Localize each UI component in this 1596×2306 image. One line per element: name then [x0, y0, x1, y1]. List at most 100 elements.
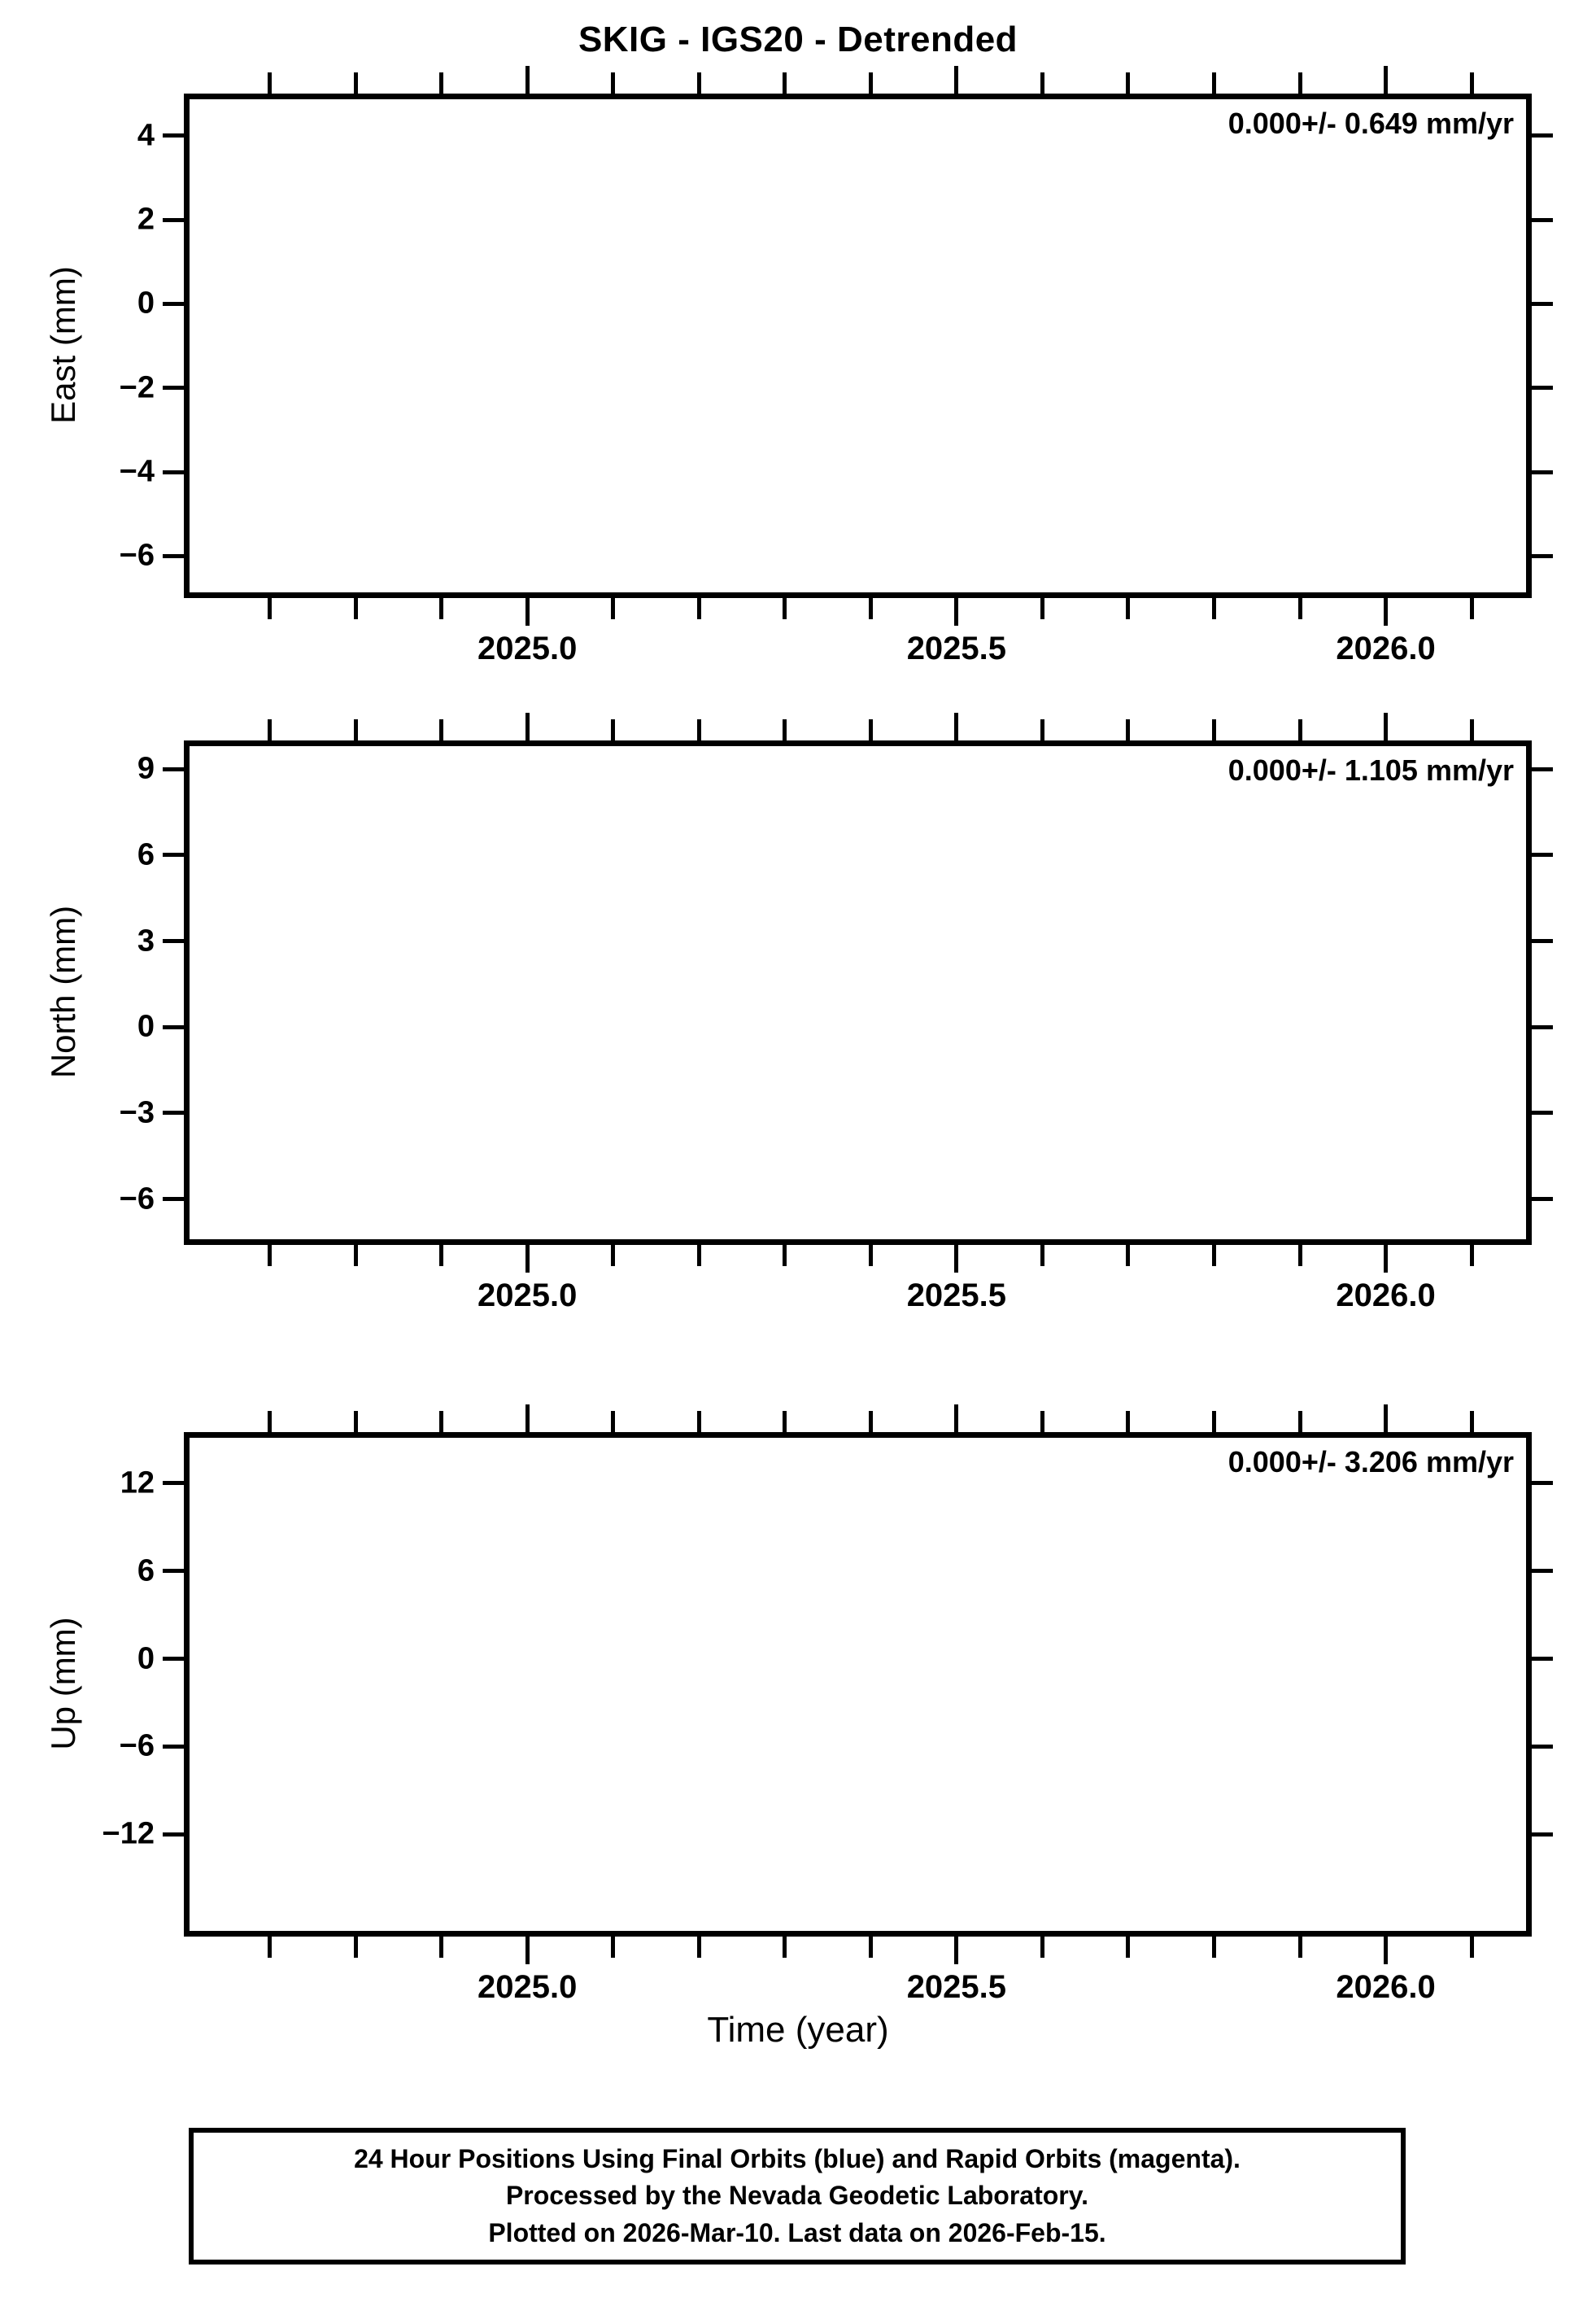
x-tick-label-east: 2025.5 [906, 631, 1007, 666]
x-tick-label-up: 2025.0 [477, 1969, 578, 2005]
y-tick-north [163, 853, 184, 858]
x-tick-major-east [954, 66, 959, 94]
x-tick-minor-up [696, 1411, 701, 1432]
x-tick-major-north [1384, 1245, 1389, 1273]
y-tick-up [1532, 1744, 1553, 1749]
y-tick-up [1532, 1657, 1553, 1662]
y-tick-label-east: 2 [137, 202, 155, 237]
x-tick-minor-up [783, 1411, 787, 1432]
y-tick-up [1532, 1569, 1553, 1574]
y-tick-up [163, 1481, 184, 1486]
page-title: SKIG - IGS20 - Detrended [578, 20, 1018, 59]
x-tick-minor-up [268, 1937, 273, 1958]
x-tick-minor-north [868, 719, 873, 740]
x-tick-minor-east [268, 598, 273, 619]
x-tick-minor-north [696, 1245, 701, 1266]
y-tick-east [1532, 217, 1553, 222]
x-tick-minor-up [439, 1411, 444, 1432]
x-tick-minor-north [439, 1245, 444, 1266]
x-tick-minor-up [1297, 1411, 1302, 1432]
panel-east: 0.000+/- 0.649 mm/yr 4 2 0 −2 −4 −6 2025.0 2025… [120, 66, 1553, 666]
y-tick-label-east: −4 [119, 454, 155, 489]
x-tick-minor-north [268, 1245, 273, 1266]
y-tick-north [163, 1197, 184, 1202]
x-tick-minor-north [1126, 1245, 1131, 1266]
y-tick-east [163, 469, 184, 474]
panel-north: 0.000+/- 1.105 mm/yr 9 6 3 0 −3 −6 2025.0 2025.… [120, 713, 1553, 1313]
x-tick-major-east [525, 66, 530, 94]
y-tick-east [163, 553, 184, 558]
y-tick-north [1532, 939, 1553, 944]
y-tick-east [163, 133, 184, 138]
x-tick-minor-north [783, 719, 787, 740]
x-tick-minor-east [783, 598, 787, 619]
y-tick-label-up: −6 [119, 1728, 155, 1763]
x-tick-major-east [1384, 66, 1389, 94]
x-tick-minor-north [1297, 719, 1302, 740]
x-tick-minor-north [611, 719, 616, 740]
x-tick-minor-north [1211, 1245, 1216, 1266]
x-tick-minor-east [1126, 72, 1131, 94]
x-tick-major-east [1384, 598, 1389, 626]
x-tick-minor-east [353, 72, 358, 94]
x-tick-minor-up [353, 1937, 358, 1958]
x-tick-minor-up [439, 1937, 444, 1958]
x-tick-major-east [525, 598, 530, 626]
x-tick-minor-east [868, 72, 873, 94]
rate-annotation-east: 0.000+/- 0.649 mm/yr [1228, 107, 1514, 140]
x-tick-minor-up [268, 1411, 273, 1432]
y-tick-north [1532, 1197, 1553, 1202]
x-tick-label-north: 2025.0 [477, 1277, 578, 1313]
x-tick-minor-north [353, 719, 358, 740]
y-tick-label-east: 4 [137, 118, 155, 153]
x-tick-minor-east [611, 72, 616, 94]
x-tick-label-up: 2026.0 [1336, 1969, 1436, 2005]
y-tick-up [163, 1569, 184, 1574]
y-tick-east [1532, 301, 1553, 306]
y-tick-label-north: 0 [137, 1009, 155, 1044]
rate-annotation-north: 0.000+/- 1.105 mm/yr [1228, 753, 1514, 787]
x-tick-minor-up [868, 1937, 873, 1958]
x-tick-minor-east [353, 598, 358, 619]
x-tick-minor-east [1040, 72, 1044, 94]
x-tick-minor-north [1297, 1245, 1302, 1266]
x-tick-minor-north [696, 719, 701, 740]
y-tick-up [1532, 1481, 1553, 1486]
x-tick-minor-up [1469, 1411, 1474, 1432]
y-tick-label-east: −6 [119, 538, 155, 573]
y-tick-label-up: 12 [120, 1465, 155, 1500]
x-tick-minor-east [268, 72, 273, 94]
y-axis-label-north: North (mm) [44, 905, 82, 1079]
x-tick-label-up: 2025.5 [906, 1969, 1007, 2005]
x-tick-minor-north [1469, 719, 1474, 740]
x-tick-minor-up [1040, 1411, 1044, 1432]
x-tick-minor-north [268, 719, 273, 740]
x-tick-major-up [525, 1937, 530, 1964]
y-tick-north [163, 1111, 184, 1116]
y-tick-label-north: 3 [137, 924, 155, 959]
x-tick-minor-north [868, 1245, 873, 1266]
y-tick-north [163, 766, 184, 771]
footer-line-2: Processed by the Nevada Geodetic Laborat… [505, 2181, 1089, 2211]
y-tick-label-up: −12 [102, 1816, 155, 1851]
x-tick-minor-north [783, 1245, 787, 1266]
x-tick-major-north [954, 1245, 959, 1273]
x-tick-minor-east [783, 72, 787, 94]
x-axis-label: Time (year) [707, 2010, 889, 2050]
y-tick-label-up: 0 [137, 1641, 155, 1676]
x-tick-major-east [954, 598, 959, 626]
x-tick-minor-up [1126, 1937, 1131, 1958]
x-tick-major-up [954, 1404, 959, 1432]
x-tick-minor-east [1297, 72, 1302, 94]
y-tick-east [1532, 133, 1553, 138]
x-tick-minor-east [1297, 598, 1302, 619]
y-tick-label-north: 9 [137, 751, 155, 786]
y-tick-east [163, 386, 184, 391]
x-tick-major-north [525, 1245, 530, 1273]
y-tick-label-up: 6 [137, 1553, 155, 1588]
x-tick-minor-north [439, 719, 444, 740]
y-tick-label-north: −6 [119, 1181, 155, 1216]
x-tick-label-east: 2025.0 [477, 631, 578, 666]
x-tick-major-up [954, 1937, 959, 1964]
